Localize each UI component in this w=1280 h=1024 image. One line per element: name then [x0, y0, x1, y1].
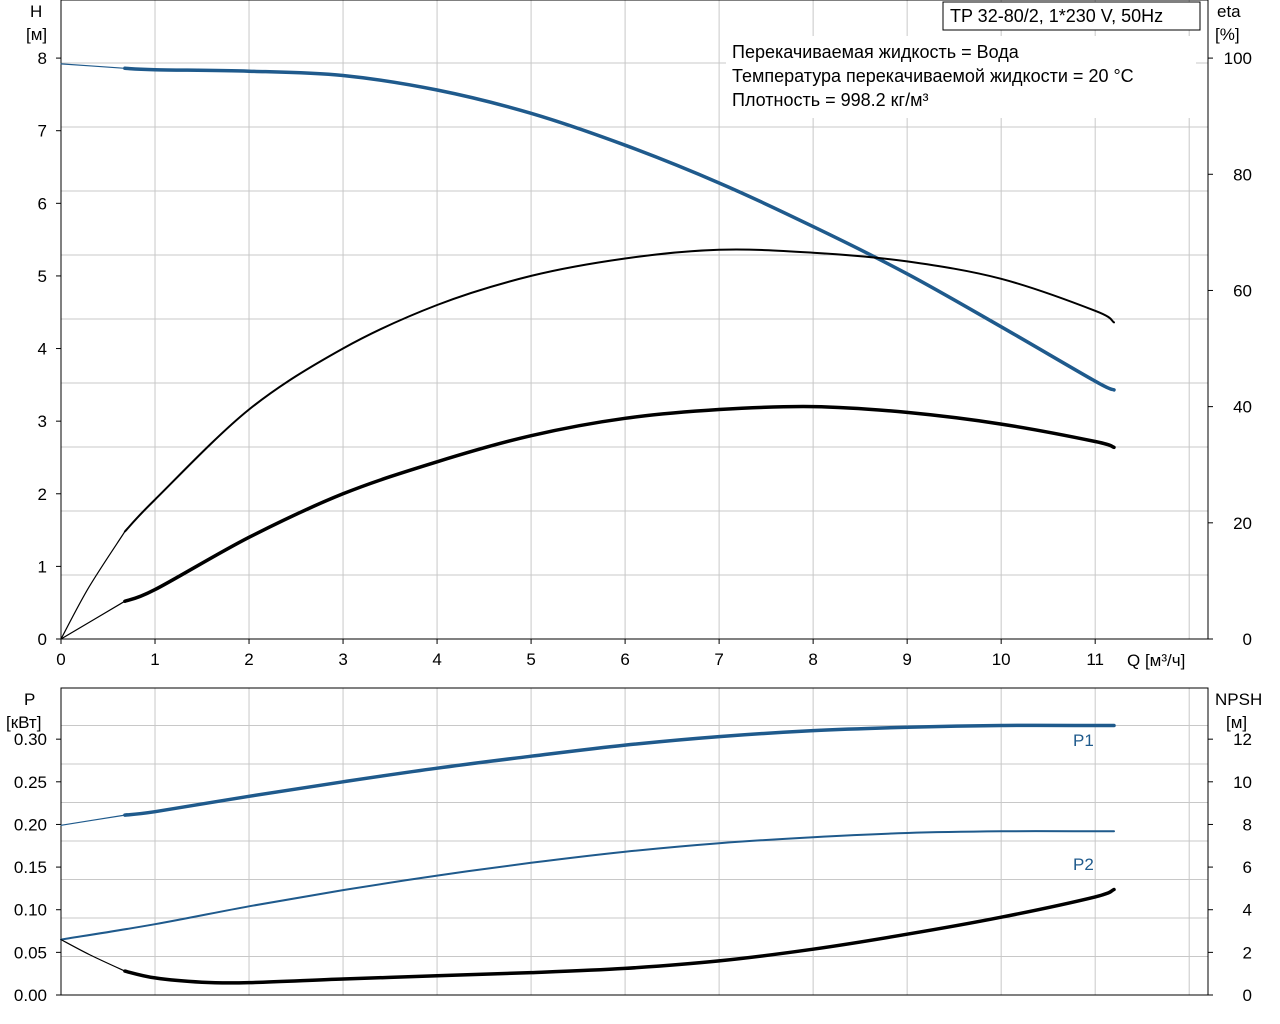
right-axis-tick-label: 40 [1233, 398, 1252, 417]
series-line-p1-ext [60, 814, 126, 826]
power-axis-label: P [24, 690, 35, 709]
series-line-h-ext [60, 63, 126, 69]
p1-series-label: P1 [1073, 731, 1094, 750]
power-axis-unit: [кВт] [6, 713, 41, 732]
x-axis-tick-label: 0 [56, 650, 65, 669]
series-line-h [123, 66, 1116, 392]
x-axis-tick-label: 5 [526, 650, 535, 669]
x-axis-tick-label: 10 [992, 650, 1011, 669]
npsh-axis-unit: [м] [1226, 713, 1247, 732]
bottom-chart-grid [61, 688, 1208, 995]
model-title: TP 32-80/2, 1*230 V, 50Hz [950, 6, 1163, 26]
x-axis-tick-label: 3 [338, 650, 347, 669]
x-axis-tick-label: 1 [150, 650, 159, 669]
right-axis-tick-label: 4 [1243, 901, 1252, 920]
temperature-info: Температура перекачиваемой жидкости = 20… [732, 66, 1134, 86]
left-axis-tick-label: 0.20 [14, 815, 47, 834]
bottom-chart-series [60, 723, 1116, 985]
bottom-right-axis-ticks: 0 2 4 6 8 10 12 [1208, 730, 1252, 1005]
right-axis-tick-label: 8 [1243, 815, 1252, 834]
left-axis-tick-label: 0.05 [14, 943, 47, 962]
series-line-eta-total-ext [60, 600, 126, 640]
head-axis-label: H [30, 2, 42, 21]
left-axis-tick-label: 5 [38, 267, 47, 286]
top-left-axis-ticks: 0 1 2 3 4 5 6 7 8 [38, 49, 61, 649]
top-chart-frame [60, 0, 1209, 640]
series-line-npsh [123, 887, 1116, 985]
model-box [942, 1, 1201, 31]
x-axis-tick-label: 11 [1086, 650, 1104, 669]
left-axis-tick-label: 0.30 [14, 730, 47, 749]
top-x-axis-ticks: 0 1 2 3 4 5 6 7 8 9 10 11 [56, 639, 1104, 669]
info-box [726, 36, 1196, 118]
left-axis-tick-label: 0.10 [14, 901, 47, 920]
bottom-left-axis-ticks: 0.00 0.05 0.10 0.15 0.20 0.25 0.30 [14, 730, 61, 1005]
x-axis-tick-label: 7 [714, 650, 723, 669]
left-axis-tick-label: 0.00 [14, 986, 47, 1005]
left-axis-tick-label: 0.15 [14, 858, 47, 877]
right-axis-tick-label: 80 [1233, 165, 1252, 184]
left-axis-tick-label: 1 [38, 557, 47, 576]
eta-axis-label: eta [1217, 2, 1241, 21]
right-axis-tick-label: 12 [1233, 730, 1252, 749]
flow-axis-label: Q [м³/ч] [1127, 651, 1185, 670]
left-axis-tick-label: 0.25 [14, 773, 47, 792]
left-axis-tick-label: 3 [38, 412, 47, 431]
left-axis-tick-label: 0 [38, 630, 47, 649]
x-axis-tick-label: 4 [432, 650, 441, 669]
series-line-eta-total [123, 404, 1116, 603]
density-info: Плотность = 998.2 кг/м³ [732, 90, 928, 110]
right-axis-tick-label: 100 [1224, 49, 1252, 68]
left-axis-tick-label: 6 [38, 194, 47, 213]
p2-series-label: P2 [1073, 855, 1094, 874]
right-axis-tick-label: 6 [1243, 858, 1252, 877]
right-axis-tick-label: 0 [1243, 630, 1252, 649]
fluid-info: Перекачиваемая жидкость = Вода [732, 42, 1020, 62]
x-axis-tick-label: 9 [902, 650, 911, 669]
series-line-p1 [123, 723, 1116, 817]
x-axis-tick-label: 2 [244, 650, 253, 669]
eta-axis-unit: [%] [1215, 25, 1240, 44]
right-axis-tick-label: 10 [1233, 773, 1252, 792]
left-axis-tick-label: 7 [38, 122, 47, 141]
right-axis-tick-label: 60 [1233, 281, 1252, 300]
left-axis-tick-label: 8 [38, 49, 47, 68]
bottom-chart-frame [60, 687, 1209, 996]
x-axis-tick-label: 6 [620, 650, 629, 669]
left-axis-tick-label: 4 [38, 340, 47, 359]
top-right-axis-ticks: 0 20 40 60 80 100 [1208, 49, 1252, 649]
left-axis-tick-label: 2 [38, 485, 47, 504]
head-axis-unit: [м] [26, 25, 47, 44]
series-line-p2 [60, 830, 1115, 941]
series-line-eta-pump [123, 248, 1115, 533]
right-axis-tick-label: 20 [1233, 514, 1252, 533]
series-line-eta-pump-ext [60, 530, 126, 640]
x-axis-tick-label: 8 [808, 650, 817, 669]
top-chart-series [60, 63, 1116, 640]
npsh-axis-label: NPSH [1215, 690, 1262, 709]
right-axis-tick-label: 2 [1243, 943, 1252, 962]
series-line-npsh-ext [60, 939, 126, 972]
right-axis-tick-label: 0 [1243, 986, 1252, 1005]
